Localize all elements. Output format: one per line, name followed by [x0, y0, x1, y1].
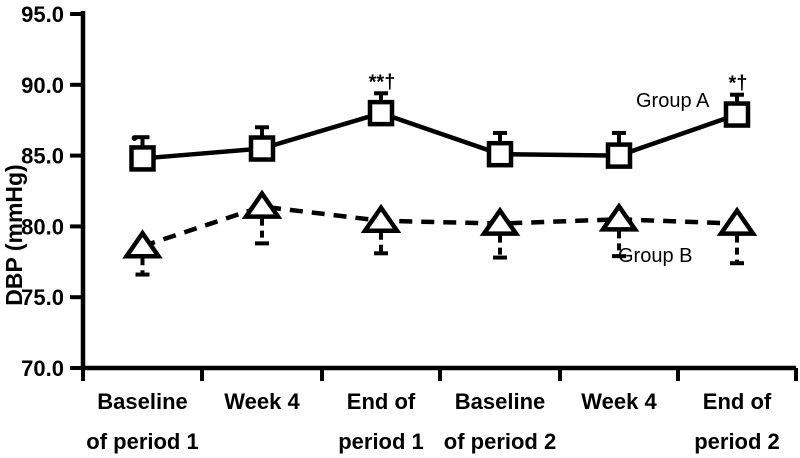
x-category-label-line1: Baseline [97, 389, 188, 414]
data-point-marker-triangle [598, 202, 640, 232]
data-point-marker-triangle [716, 206, 758, 236]
y-tick-label: 75.0 [21, 285, 64, 310]
x-category-label-line1: Baseline [455, 389, 546, 414]
legend-label-group-a: Group A [636, 90, 710, 112]
y-tick-label: 90.0 [21, 73, 64, 98]
series-line [141, 204, 738, 249]
x-category-label-line1: Week 4 [581, 389, 657, 414]
data-point-marker-triangle [241, 189, 283, 219]
x-category-label-line2: period 2 [694, 429, 780, 454]
data-point-marker-triangle [360, 203, 402, 233]
significance-annotation: **† [369, 71, 396, 93]
y-axis-title: DBP (mmHg) [1, 164, 27, 305]
data-point-marker-triangle [479, 206, 521, 236]
series-group-a [129, 91, 751, 172]
data-point-marker-square [486, 140, 514, 168]
series-layer [122, 91, 758, 277]
y-tick-label: 80.0 [21, 214, 64, 239]
x-category-label-line1: Week 4 [224, 389, 300, 414]
significance-annotation: *† [729, 73, 748, 95]
x-category-label-line1: End of [703, 389, 772, 414]
legend-label-group-b: Group B [618, 245, 692, 267]
y-tick-label: 95.0 [21, 2, 64, 27]
x-category-label-line2: of period 1 [86, 429, 198, 454]
data-point-marker-square [248, 135, 276, 162]
x-category-label-line2: period 1 [338, 429, 424, 454]
axes: 70.0 75.0 80.0 85.0 90.0 95.0 Baseline of perio… [21, 2, 798, 454]
dot-annotation: • [131, 128, 138, 150]
x-category-label-line1: End of [347, 389, 416, 414]
data-point-marker-square [129, 145, 156, 172]
y-tick-label: 70.0 [21, 356, 64, 381]
data-point-marker-square [367, 99, 395, 127]
annotations-layer: • **† *† [131, 71, 747, 150]
x-category-label-line2: of period 2 [444, 429, 556, 454]
data-point-marker-square [723, 101, 751, 128]
y-tick-label: 85.0 [21, 144, 64, 169]
series-group-b [122, 189, 758, 277]
series-line [142, 110, 738, 161]
data-point-marker-square [605, 142, 633, 169]
data-point-marker-triangle [122, 229, 163, 259]
